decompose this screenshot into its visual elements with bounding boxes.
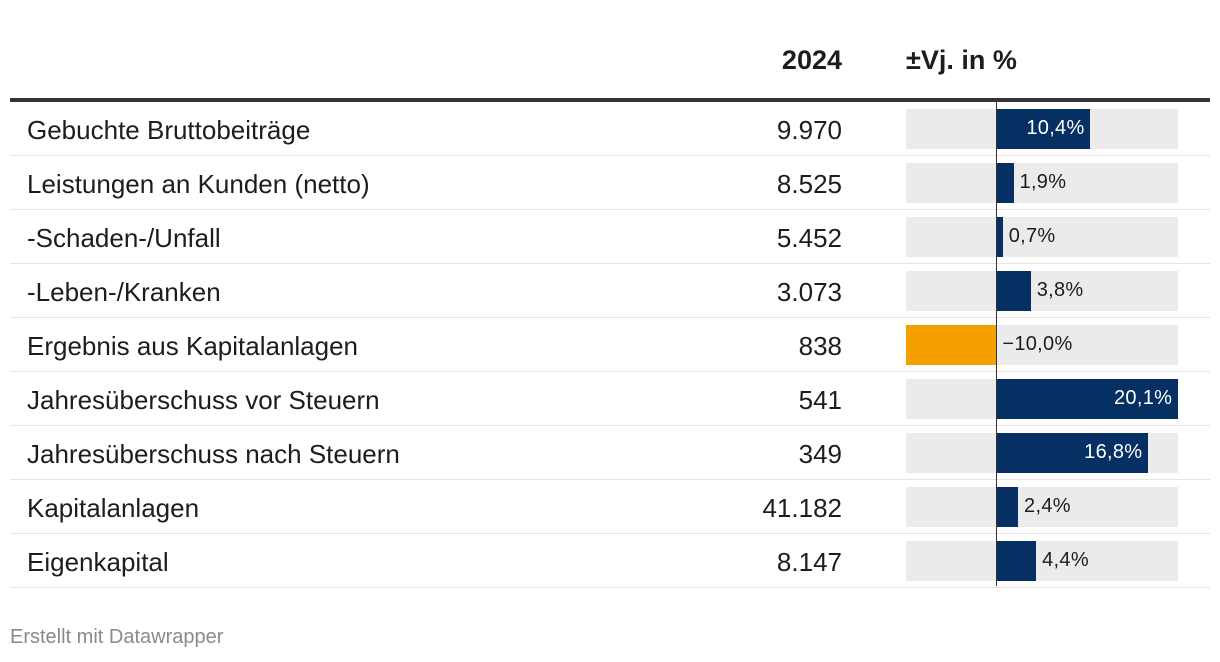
row-label: Leistungen an Kunden (netto) [27, 169, 370, 199]
bar-cell: 10,4% [906, 109, 1178, 149]
change-label: 0,7% [1008, 225, 1056, 247]
row-value: 3.073 [776, 277, 842, 307]
table-row: Ergebnis aus Kapitalanlagen 838 −10,0% [10, 318, 1210, 372]
row-value: 349 [798, 439, 842, 469]
change-bar [996, 163, 1014, 203]
bar-cell: 0,7% [906, 217, 1178, 257]
row-label: Eigenkapital [27, 547, 169, 577]
row-value: 838 [798, 331, 842, 361]
bar-cell: 3,8% [906, 271, 1178, 311]
row-value: 41.182 [762, 493, 842, 523]
row-label: Jahresüberschuss vor Steuern [27, 385, 380, 415]
change-label: 3,8% [1036, 279, 1084, 301]
row-label: Ergebnis aus Kapitalanlagen [27, 331, 359, 361]
bar-cell: 1,9% [906, 163, 1178, 203]
zero-axis-line [996, 100, 997, 586]
row-value: 8.525 [776, 169, 842, 199]
table-row: Kapitalanlagen 41.182 2,4% [10, 480, 1210, 534]
row-label: Kapitalanlagen [27, 493, 200, 523]
bar-cell: 20,1% [906, 379, 1178, 419]
bar-cell: 16,8% [906, 433, 1178, 473]
change-label: 1,9% [1019, 171, 1067, 193]
column-header-change: ±Vj. in % [906, 45, 1017, 75]
change-label: −10,0% [1002, 333, 1073, 355]
table-body: Gebuchte Bruttobeiträge 9.970 10,4% Leistun… [10, 102, 1210, 588]
change-label: 2,4% [1024, 495, 1071, 517]
table-row: Leistungen an Kunden (netto) 8.525 1,9% [10, 156, 1210, 210]
change-bar [996, 487, 1019, 527]
table-header: 2024 ±Vj. in % [10, 0, 1210, 102]
row-value: 8.147 [776, 547, 842, 577]
row-value: 9.970 [776, 115, 842, 145]
bar-cell: 4,4% [906, 541, 1178, 581]
row-label: Gebuchte Bruttobeiträge [27, 115, 311, 145]
row-value: 5.452 [776, 223, 842, 253]
change-bar [996, 271, 1031, 311]
credit-footer: Erstellt mit Datawrapper [10, 626, 224, 648]
change-bar [996, 541, 1037, 581]
change-bar [906, 325, 997, 365]
row-label: -Schaden-/Unfall [27, 223, 221, 253]
change-label: 20,1% [1114, 387, 1173, 409]
bar-cell: 2,4% [906, 487, 1178, 527]
table-row: -Leben-/Kranken 3.073 3,8% [10, 264, 1210, 318]
table-row: Gebuchte Bruttobeiträge 9.970 10,4% [10, 102, 1210, 156]
change-bar [996, 433, 1149, 473]
change-label: 10,4% [1026, 117, 1085, 139]
bar-cell: −10,0% [906, 325, 1178, 365]
change-bar [996, 379, 1178, 419]
change-label: 16,8% [1084, 441, 1143, 463]
data-table: 2024 ±Vj. in % Gebuchte Bruttobeiträge 9.… [10, 0, 1210, 588]
row-label: -Leben-/Kranken [27, 277, 221, 307]
table-row: Jahresüberschuss vor Steuern 541 20,1% [10, 372, 1210, 426]
table-row: Jahresüberschuss nach Steuern 349 16,8% [10, 426, 1210, 480]
column-header-year: 2024 [781, 45, 842, 75]
change-bar [996, 109, 1091, 149]
table-row: -Schaden-/Unfall 5.452 0,7% [10, 210, 1210, 264]
change-label: 4,4% [1042, 549, 1089, 571]
row-label: Jahresüberschuss nach Steuern [27, 439, 400, 469]
row-value: 541 [798, 385, 842, 415]
table-row: Eigenkapital 8.147 4,4% [10, 534, 1210, 588]
change-bar [996, 217, 1003, 257]
